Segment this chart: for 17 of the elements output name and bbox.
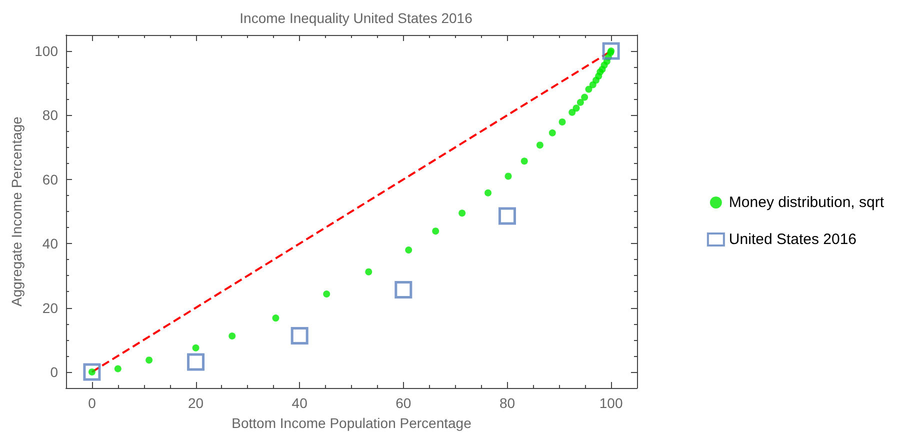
y-tick-label: 100 — [34, 43, 58, 60]
y-tick-label: 40 — [42, 236, 58, 252]
x-tick-label: 40 — [292, 395, 308, 411]
legend-label: Money distribution, sqrt — [728, 194, 885, 211]
chart-title: Income Inequality United States 2016 — [240, 10, 473, 26]
x-tick-label: 60 — [396, 395, 412, 411]
x-axis-title: Bottom Income Population Percentage — [232, 415, 472, 431]
y-axis-title: Aggregate Income Percentage — [8, 116, 25, 306]
x-tick-label: 80 — [499, 395, 516, 411]
y-tick-label: 80 — [42, 107, 58, 124]
x-tick-label: 20 — [188, 395, 204, 411]
y-tick-label: 0 — [50, 364, 58, 380]
x-tick-label: 0 — [88, 395, 96, 411]
y-tick-label: 60 — [42, 171, 58, 188]
x-tick-label: 100 — [599, 395, 623, 411]
y-tick-label: 20 — [42, 300, 58, 316]
legend-label: United States 2016 — [728, 231, 857, 248]
